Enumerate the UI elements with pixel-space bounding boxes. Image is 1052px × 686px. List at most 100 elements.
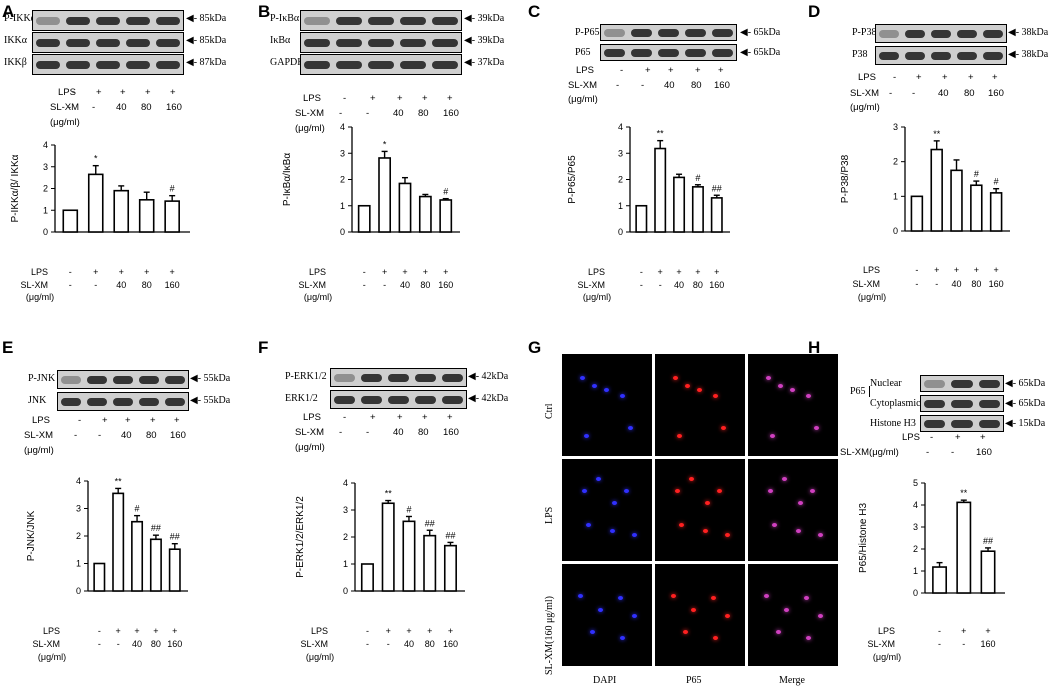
- panel-letter-f: F: [258, 338, 269, 357]
- y-axis-label: P-IκBα/IκBα: [282, 153, 293, 206]
- panel-letter-g: G: [528, 338, 542, 357]
- blot-band: [924, 419, 946, 428]
- x-tick-slxm: -: [366, 639, 369, 649]
- bar: [930, 148, 943, 232]
- blot-band: [156, 38, 180, 47]
- treat-lps-f-3: +: [422, 412, 428, 423]
- blot-band: [432, 16, 458, 25]
- treat-slxm-b-3: 80: [418, 108, 429, 119]
- treat-lps-f-1: +: [370, 412, 376, 423]
- significance-mark: ##: [712, 183, 722, 193]
- x-tick-slxm: 40: [400, 280, 410, 290]
- significance-mark: *: [94, 154, 98, 164]
- treat-slxm-a-2: 40: [116, 102, 127, 113]
- molecular-weight-a-2: ◀- 87kDa: [186, 57, 227, 68]
- x-tick-lps: +: [448, 626, 453, 636]
- significance-mark: ##: [151, 523, 161, 533]
- y-tick-label: 2: [76, 531, 81, 541]
- treat-slxm-f-3: 80: [418, 427, 429, 438]
- bar: [950, 169, 963, 232]
- chart-h: 0 1 2 3 4 5 P65/Histone H3 - - ** + - ## +160 LPS SL-XM…: [858, 478, 1005, 662]
- cell-nucleus: [713, 394, 718, 398]
- blot-band: [931, 29, 951, 38]
- blot-band: [983, 29, 1003, 38]
- panel-letter-b: B: [258, 2, 271, 21]
- treat-lps-a-2: +: [120, 87, 126, 98]
- treat-slxm-f-1: -: [366, 427, 370, 438]
- treat-slxm-d-1: -: [912, 88, 916, 99]
- y-tick-label: 2: [43, 184, 48, 194]
- treat-lps-e-1: +: [102, 415, 108, 426]
- blot-label-a-2: IKKβ: [4, 57, 27, 68]
- molecular-weight-h-1: ◀- 65kDa: [1005, 398, 1046, 409]
- x-label-unit: (μg/ml): [304, 292, 332, 302]
- blot-label-c-0: P-P65: [575, 27, 600, 38]
- y-tick-label: 2: [893, 157, 898, 167]
- blot-band: [951, 399, 973, 408]
- treat-slxm-d-2: 40: [938, 88, 949, 99]
- y-tick-label: 1: [913, 566, 918, 576]
- blot-band: [61, 375, 81, 384]
- x-tick-lps: +: [427, 626, 432, 636]
- blot-band: [924, 399, 946, 408]
- cell-nucleus: [804, 596, 809, 600]
- significance-mark: #: [443, 187, 448, 197]
- blot-band: [631, 28, 652, 37]
- x-tick-slxm: 80: [693, 280, 703, 290]
- cell-nucleus: [598, 608, 603, 612]
- x-tick-slxm: -: [383, 280, 386, 290]
- blot-band: [978, 419, 1000, 428]
- blot-band: [604, 48, 625, 57]
- x-tick-slxm: -: [387, 639, 390, 649]
- treat-lps-e-0: -: [78, 415, 82, 426]
- blot-image-a-0: [32, 10, 184, 31]
- panel-letter-e: E: [2, 338, 14, 357]
- blot-band: [415, 395, 436, 404]
- blot-label-b-1: IκBα: [270, 35, 291, 46]
- blot-band: [368, 16, 394, 25]
- bar: [398, 182, 412, 233]
- treat-slxm-e-0: -: [74, 430, 78, 441]
- x-tick-slxm: 80: [425, 639, 435, 649]
- blot-band: [156, 60, 180, 69]
- x-tick-lps: +: [386, 626, 391, 636]
- significance-mark: ##: [170, 532, 180, 542]
- cell-nucleus: [610, 529, 615, 533]
- x-tick-lps: +: [382, 267, 387, 277]
- x-tick-lps: -: [98, 626, 101, 636]
- molecular-weight-f-0: ◀- 42kDa: [468, 371, 509, 382]
- treat-lps-d-3: +: [968, 72, 974, 83]
- blot-image-h-2: [920, 415, 1004, 432]
- y-tick-label: 4: [343, 478, 348, 488]
- treat-lps-b-4: +: [447, 93, 453, 104]
- y-tick-label: 1: [343, 559, 348, 569]
- bar: [360, 563, 374, 592]
- blot-label-d-1: P38: [852, 49, 868, 60]
- blot-image-c-1: [600, 44, 737, 61]
- treat-slxm-e-3: 80: [146, 430, 157, 441]
- y-tick-label: 0: [340, 227, 345, 237]
- significance-mark: **: [115, 476, 123, 486]
- blot-band: [139, 397, 159, 406]
- y-axis-label: P-ERK1/2/ERK1/2: [295, 496, 306, 578]
- cell-nucleus: [768, 489, 773, 493]
- treat-lps-h-0: -: [930, 432, 934, 443]
- blot-band: [113, 397, 133, 406]
- y-tick-label: 2: [913, 544, 918, 554]
- bar: [423, 534, 437, 592]
- x-tick-lps: -: [366, 626, 369, 636]
- blot-band: [879, 51, 899, 60]
- x-tick-lps: +: [658, 267, 663, 277]
- chart-d: 0 1 2 3 P-P38/P38 - - ** + - +40 # +80 # +160 LPS SL-XM (…: [840, 122, 1010, 302]
- x-label-lps: LPS: [588, 267, 605, 277]
- blot-band: [66, 16, 90, 25]
- x-tick-lps: +: [954, 265, 959, 275]
- x-tick-lps: +: [443, 267, 448, 277]
- treat-slxm-a-1: -: [92, 102, 96, 113]
- blot-band: [126, 60, 150, 69]
- treat-unit-d: (μg/ml): [850, 102, 880, 113]
- treat-unit-a: (μg/ml): [50, 117, 80, 128]
- blot-label-a-1: IKKα: [4, 35, 28, 46]
- treat-lps-h-2: +: [980, 432, 986, 443]
- x-label-unit: (μg/ml): [873, 652, 901, 662]
